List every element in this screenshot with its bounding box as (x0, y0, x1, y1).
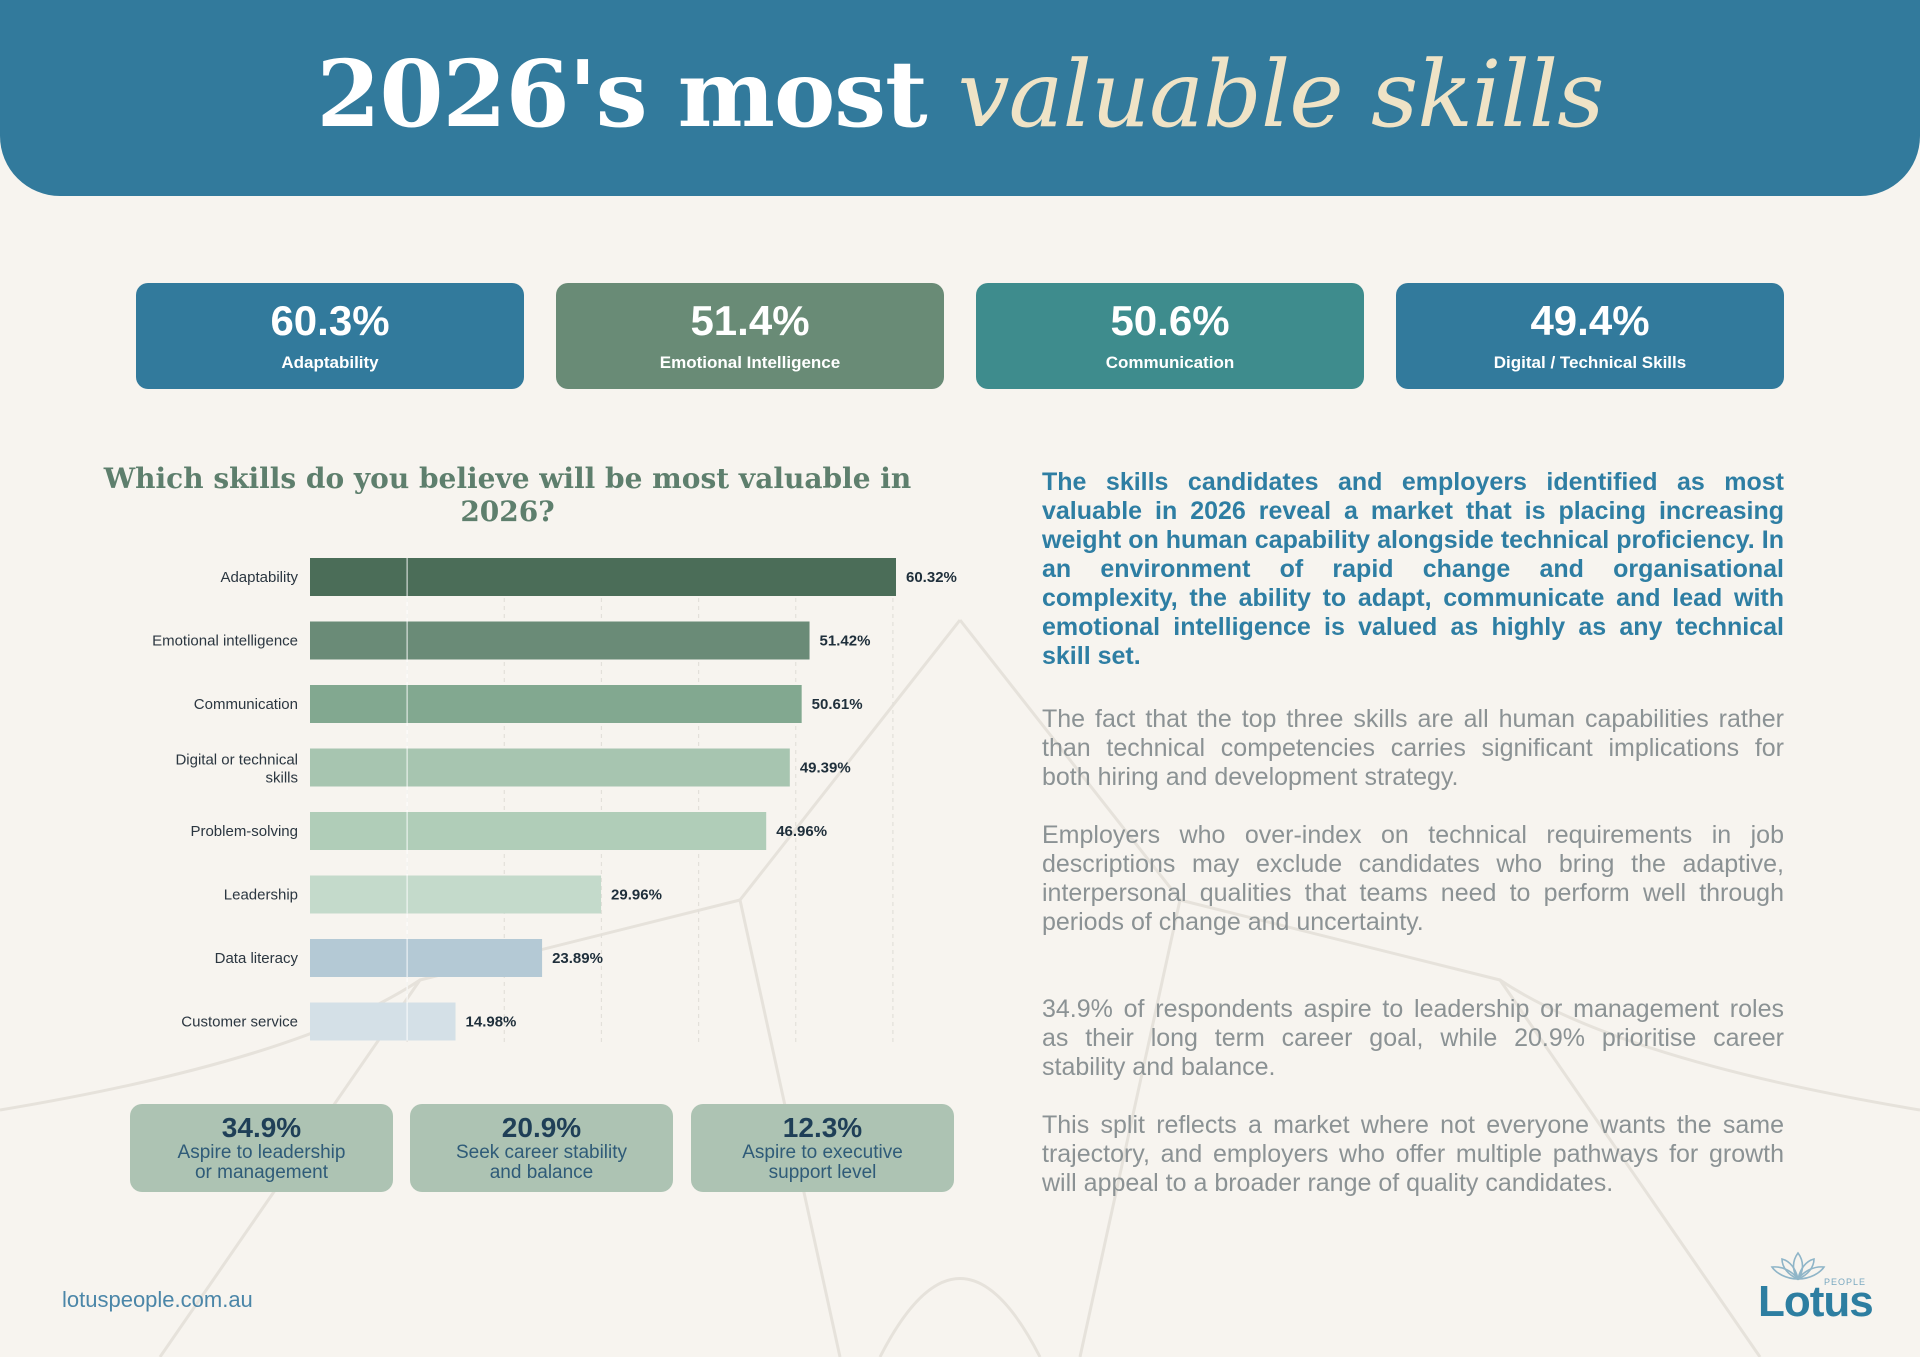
bar-value-label: 23.89% (552, 950, 603, 967)
lotus-people-logo: Lotus PEOPLE (1742, 1251, 1874, 1326)
mini-stat-line1: Aspire to executive (742, 1142, 903, 1163)
mini-stat-value: 12.3% (782, 1112, 863, 1143)
logo-wordmark: Lotus (1758, 1277, 1874, 1326)
bar-data-literacy (310, 939, 543, 977)
category-label: Customer service (181, 1014, 298, 1031)
logo-subtext: PEOPLE (1824, 1277, 1867, 1287)
bar-communication (310, 685, 802, 723)
body-paragraph-2: Employers who over-index on technical re… (1042, 821, 1784, 936)
mini-stat-line1: Seek career stability (455, 1142, 628, 1163)
mini-stat-value: 20.9% (501, 1112, 582, 1143)
stat-label: Adaptability (281, 353, 379, 372)
bar-problem-solving (310, 812, 767, 850)
lotus-flower-icon (1770, 1251, 1826, 1281)
stat-label: Emotional Intelligence (659, 353, 841, 372)
bar-customer-service (310, 1002, 456, 1041)
chart-svg: 60.32% Adaptability 51.42% Emotional intell… (152, 558, 957, 1045)
body-paragraph-1: The fact that the top three skills are a… (1042, 705, 1784, 791)
stat-card-emotional-intelligence: 51.4% Emotional Intelligence (556, 283, 944, 389)
bar-value-label: 60.32% (906, 569, 957, 586)
mini-stat-leadership: 34.9% Aspire to leadership or management (130, 1104, 393, 1192)
bar-digital-or-technical-skills (310, 748, 790, 787)
category-label: Data literacy (215, 950, 299, 967)
bar-leadership (310, 875, 602, 914)
body-paragraph-4: This split reflects a market where not e… (1042, 1111, 1784, 1197)
category-label: Leadership (224, 887, 298, 904)
stat-card-digital-technical: 49.4% Digital / Technical Skills (1396, 283, 1784, 389)
bar-value-label: 50.61% (812, 696, 863, 713)
stat-card-communication: 50.6% Communication (976, 283, 1364, 389)
skills-bar-chart: 60.32% Adaptability 51.42% Emotional intell… (0, 540, 1000, 1060)
bar-value-label: 46.96% (776, 823, 827, 840)
category-label: skills (266, 770, 299, 787)
chart-title: Which skills do you believe will be most… (103, 462, 912, 528)
bar-value-label: 51.42% (820, 633, 871, 650)
body-paragraph-3: 34.9% of respondents aspire to leadershi… (1042, 995, 1784, 1081)
mini-stat-line1: Aspire to leadership (177, 1142, 346, 1163)
stat-value: 49.4% (1530, 297, 1650, 344)
stat-card-adaptability: 60.3% Adaptability (136, 283, 524, 389)
bar-value-label: 49.39% (800, 760, 851, 777)
category-label: Communication (194, 696, 298, 713)
bar-adaptability (310, 558, 896, 596)
category-label: Problem-solving (190, 823, 298, 840)
lead-paragraph: The skills candidates and employers iden… (1042, 468, 1784, 670)
header-banner: 2026's most valuable skills (0, 0, 1920, 196)
mini-stat-stability: 20.9% Seek career stability and balance (410, 1104, 673, 1192)
mini-stat-line2: or management (194, 1162, 329, 1183)
mini-stat-line2: support level (768, 1162, 877, 1183)
page-title: 2026's most valuable skills (316, 40, 1605, 148)
category-label: Emotional intelligence (152, 633, 298, 650)
mini-stat-value: 34.9% (221, 1112, 302, 1143)
bar-emotional-intelligence (310, 621, 810, 660)
stat-label: Communication (1105, 353, 1235, 372)
mini-stat-line2: and balance (489, 1162, 594, 1183)
category-label: Adaptability (220, 569, 298, 586)
footer-website-link[interactable]: lotuspeople.com.au (62, 1287, 253, 1312)
commentary-column: The skills candidates and employers iden… (1042, 468, 1784, 1198)
stat-value: 51.4% (690, 297, 810, 344)
bar-value-label: 14.98% (466, 1014, 517, 1031)
stat-value: 50.6% (1110, 297, 1230, 344)
category-label: Digital or technical (175, 752, 298, 769)
bar-value-label: 29.96% (611, 887, 662, 904)
mini-stat-executive: 12.3% Aspire to executive support level (691, 1104, 954, 1192)
stat-label: Digital / Technical Skills (1493, 353, 1687, 372)
stat-value: 60.3% (270, 297, 390, 344)
